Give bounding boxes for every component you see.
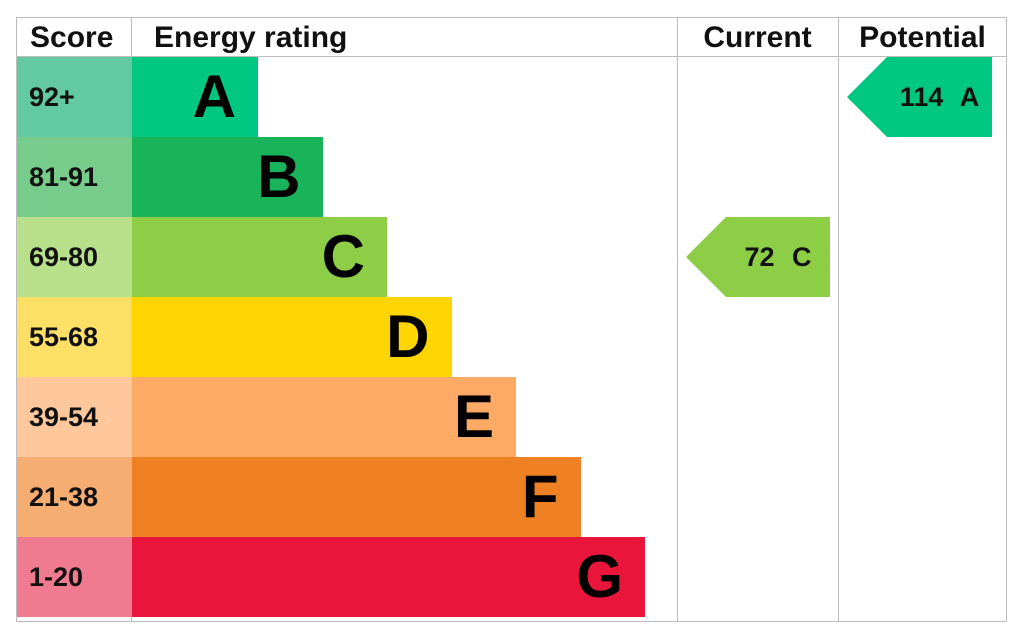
potential-rating-arrow: 114 A: [847, 57, 992, 137]
current-header: Current: [703, 21, 812, 54]
score-header: Score: [30, 21, 114, 54]
current-rating-arrow: 72 C: [686, 217, 830, 297]
potential-rating-label: 114 A: [899, 82, 980, 112]
band-score-g: 1-20: [17, 537, 132, 617]
band-bar-b: B: [132, 137, 323, 217]
chart-frame: [16, 17, 1007, 622]
band-bar-f: F: [132, 457, 581, 537]
band-score-d: 55-68: [17, 297, 132, 377]
band-letter-a: A: [192, 63, 236, 130]
band-letter-c: C: [321, 223, 365, 290]
band-score-e: 39-54: [17, 377, 132, 457]
energy-rating-header: Energy rating: [154, 21, 348, 54]
band-letter-d: D: [386, 303, 430, 370]
band-score-f: 21-38: [17, 457, 132, 537]
band-bar-c: C: [132, 217, 387, 297]
band-score-c: 69-80: [17, 217, 132, 297]
band-bar-a: A: [132, 57, 258, 137]
band-letter-f: F: [521, 463, 559, 530]
potential-column-divider: [838, 17, 839, 622]
band-bar-e: E: [132, 377, 516, 457]
header-divider: [16, 56, 1007, 57]
band-bar-d: D: [132, 297, 452, 377]
band-bar-g: G: [132, 537, 645, 617]
current-column-divider: [677, 17, 678, 622]
band-letter-e: E: [453, 383, 494, 450]
current-rating-label: 72 C: [744, 242, 812, 272]
band-letter-g: G: [576, 543, 623, 610]
band-letter-b: B: [257, 143, 301, 210]
band-score-a: 92+: [17, 57, 132, 137]
potential-header: Potential: [859, 21, 986, 54]
band-score-b: 81-91: [17, 137, 132, 217]
